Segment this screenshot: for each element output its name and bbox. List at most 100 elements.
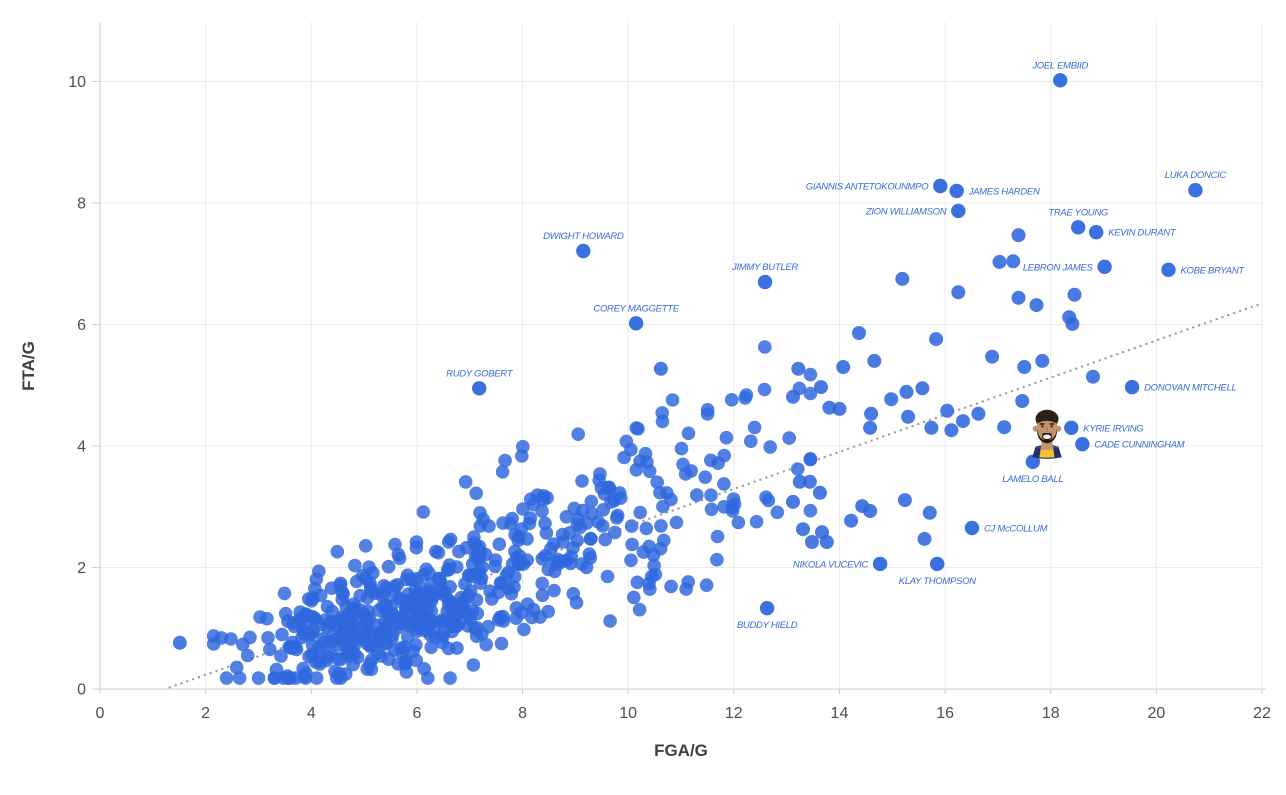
data-point[interactable] (739, 388, 754, 402)
data-point[interactable] (924, 420, 939, 435)
data-point[interactable] (863, 420, 878, 435)
data-point[interactable] (710, 552, 724, 567)
data-point[interactable] (917, 531, 932, 546)
data-point[interactable] (512, 549, 527, 563)
data-point[interactable] (632, 602, 647, 617)
player-point-kevin-durant[interactable] (1089, 225, 1104, 240)
data-point[interactable] (899, 384, 914, 399)
data-point[interactable] (956, 414, 970, 429)
data-point[interactable] (791, 462, 805, 476)
data-point[interactable] (812, 485, 827, 500)
data-point[interactable] (674, 441, 689, 456)
data-point[interactable] (657, 533, 671, 548)
player-point-dwight-howard[interactable] (576, 243, 591, 259)
data-point[interactable] (624, 519, 639, 533)
data-point[interactable] (334, 671, 348, 685)
data-point[interactable] (434, 582, 449, 597)
data-point[interactable] (469, 486, 484, 501)
data-point[interactable] (681, 575, 695, 589)
data-point[interactable] (653, 485, 667, 500)
player-face-icon[interactable] (1032, 409, 1062, 459)
player-point-kyrie-irving[interactable] (1064, 420, 1079, 435)
data-point[interactable] (523, 511, 538, 525)
data-point[interactable] (786, 389, 800, 404)
data-point[interactable] (455, 605, 469, 619)
data-point[interactable] (571, 427, 585, 442)
data-point[interactable] (655, 406, 669, 420)
data-point[interactable] (491, 585, 506, 600)
data-point[interactable] (469, 629, 484, 643)
data-point[interactable] (584, 494, 599, 509)
data-point[interactable] (717, 500, 731, 514)
data-point[interactable] (520, 532, 534, 546)
data-point[interactable] (704, 453, 718, 468)
data-point[interactable] (559, 510, 574, 524)
data-point[interactable] (469, 567, 484, 581)
data-point[interactable] (357, 630, 372, 644)
data-point[interactable] (263, 642, 277, 657)
data-point[interactable] (275, 627, 289, 642)
data-point[interactable] (791, 361, 806, 376)
data-point[interactable] (710, 529, 725, 544)
data-point[interactable] (700, 403, 715, 417)
data-point[interactable] (1011, 228, 1026, 243)
data-point[interactable] (624, 442, 638, 457)
data-point[interactable] (360, 662, 375, 676)
data-point[interactable] (603, 614, 617, 628)
data-point[interactable] (669, 515, 684, 530)
data-point[interactable] (364, 583, 378, 598)
data-point[interactable] (836, 360, 851, 374)
data-point[interactable] (681, 426, 696, 441)
data-point[interactable] (278, 606, 293, 621)
data-point[interactable] (624, 553, 638, 568)
player-point-kobe-bryant[interactable] (1161, 262, 1176, 277)
data-point[interactable] (349, 574, 364, 589)
player-point-lebron-james[interactable] (1097, 259, 1112, 274)
data-point[interactable] (803, 452, 818, 466)
data-point[interactable] (566, 587, 581, 601)
data-point[interactable] (400, 568, 415, 582)
data-point[interactable] (758, 340, 772, 354)
player-point-corey-maggette[interactable] (628, 316, 644, 331)
data-point[interactable] (639, 521, 654, 536)
data-point[interactable] (665, 393, 680, 407)
data-point[interactable] (802, 474, 817, 489)
data-point[interactable] (664, 579, 678, 594)
data-point[interactable] (650, 475, 664, 490)
data-point[interactable] (704, 488, 718, 503)
data-point[interactable] (492, 537, 507, 551)
data-point[interactable] (633, 454, 647, 469)
data-point[interactable] (1017, 360, 1032, 374)
data-point[interactable] (608, 525, 622, 540)
data-point[interactable] (744, 434, 758, 449)
data-point[interactable] (320, 599, 335, 614)
data-point[interactable] (814, 380, 828, 395)
data-point[interactable] (308, 581, 322, 596)
player-point-klay-thompson[interactable] (930, 556, 945, 572)
data-point[interactable] (435, 613, 449, 627)
data-point[interactable] (1086, 369, 1100, 384)
data-point[interactable] (443, 671, 457, 685)
data-point[interactable] (1067, 287, 1082, 302)
data-point[interactable] (358, 539, 373, 553)
data-point[interactable] (664, 492, 678, 507)
data-point[interactable] (570, 533, 584, 548)
data-point[interactable] (452, 544, 466, 559)
data-point[interactable] (516, 502, 530, 516)
player-point-james-harden[interactable] (949, 183, 964, 199)
player-point-nikola-vucevic[interactable] (872, 556, 888, 572)
data-point[interactable] (323, 646, 337, 661)
data-point[interactable] (884, 392, 899, 407)
data-point[interactable] (424, 640, 439, 655)
data-point[interactable] (381, 559, 396, 574)
data-point[interactable] (770, 505, 785, 520)
data-point[interactable] (458, 475, 473, 489)
data-point[interactable] (547, 583, 561, 598)
data-point[interactable] (757, 382, 772, 397)
data-point[interactable] (792, 474, 807, 489)
data-point[interactable] (488, 553, 503, 567)
data-point[interactable] (592, 473, 606, 488)
data-point[interactable] (582, 547, 597, 561)
data-point[interactable] (435, 635, 450, 650)
data-point[interactable] (584, 531, 598, 546)
